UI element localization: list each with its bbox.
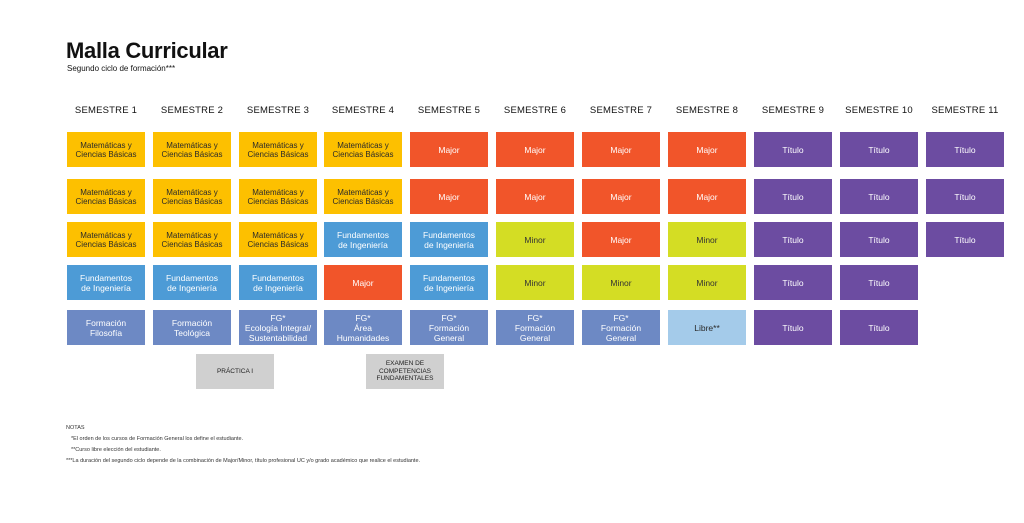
course-cell: Matemáticas y Ciencias Básicas <box>67 132 145 167</box>
notes-header: NOTAS <box>66 425 85 431</box>
course-cell: Major <box>410 132 488 167</box>
course-cell: Major <box>582 179 660 214</box>
course-cell: FG* Formación General <box>410 310 488 345</box>
semester-header-5: SEMESTRE 5 <box>417 105 481 116</box>
course-cell: Título <box>926 132 1004 167</box>
page-title: Malla Curricular <box>66 38 228 63</box>
course-cell: Major <box>582 132 660 167</box>
course-cell: Título <box>754 265 832 300</box>
course-cell: Major <box>410 179 488 214</box>
course-cell: Major <box>582 222 660 257</box>
notes: NOTAS *El orden de los cursos de Formaci… <box>66 423 420 467</box>
course-cell: Título <box>754 179 832 214</box>
course-cell: Minor <box>668 222 746 257</box>
course-cell: Minor <box>582 265 660 300</box>
course-cell: Matemáticas y Ciencias Básicas <box>239 179 317 214</box>
note-1: *El orden de los cursos de Formación Gen… <box>71 436 244 442</box>
semester-header-8: SEMESTRE 8 <box>675 105 739 116</box>
course-cell: Minor <box>496 265 574 300</box>
course-cell: Título <box>754 310 832 345</box>
course-cell: Matemáticas y Ciencias Básicas <box>67 179 145 214</box>
course-cell: Título <box>840 132 918 167</box>
course-cell: Libre** <box>668 310 746 345</box>
course-cell: FG* Área Humanidades <box>324 310 402 345</box>
semester-header-10: SEMESTRE 10 <box>845 105 913 116</box>
course-cell: Matemáticas y Ciencias Básicas <box>153 222 231 257</box>
course-cell: Título <box>754 132 832 167</box>
course-cell: Fundamentos de Ingeniería <box>324 222 402 257</box>
course-cell: FG* Formación General <box>496 310 574 345</box>
course-cell: Formación Filosofía <box>67 310 145 345</box>
course-cell: Matemáticas y Ciencias Básicas <box>67 222 145 257</box>
semester-header-3: SEMESTRE 3 <box>246 105 310 116</box>
course-cell: Formación Teológica <box>153 310 231 345</box>
course-cell: Fundamentos de Ingeniería <box>410 265 488 300</box>
page-subtitle: Segundo ciclo de formación*** <box>67 64 176 73</box>
note-2: **Curso libre elección del estudiante. <box>71 447 161 453</box>
course-cell: Major <box>496 179 574 214</box>
course-cell: Título <box>926 179 1004 214</box>
course-cell: FG* Formación General <box>582 310 660 345</box>
semester-header-6: SEMESTRE 6 <box>503 105 567 116</box>
course-cell: Major <box>668 132 746 167</box>
course-cell: Minor <box>668 265 746 300</box>
course-cell: Fundamentos de Ingeniería <box>67 265 145 300</box>
note-3: ***La duración del segundo ciclo depende… <box>66 458 421 464</box>
course-cell: Major <box>668 179 746 214</box>
semester-header-2: SEMESTRE 2 <box>160 105 224 116</box>
course-cell: Matemáticas y Ciencias Básicas <box>239 132 317 167</box>
practica-box: PRÁCTICA I <box>196 354 274 389</box>
course-cell: Minor <box>496 222 574 257</box>
course-cell: Título <box>840 310 918 345</box>
course-cell: Título <box>754 222 832 257</box>
semester-header-1: SEMESTRE 1 <box>74 105 138 116</box>
course-cell: Matemáticas y Ciencias Básicas <box>324 179 402 214</box>
course-cell: Matemáticas y Ciencias Básicas <box>153 132 231 167</box>
semester-header-9: SEMESTRE 9 <box>761 105 825 116</box>
course-cell: FG* Ecología Integral/ Sustentabilidad <box>239 310 317 345</box>
course-cell: Major <box>496 132 574 167</box>
course-cell: Matemáticas y Ciencias Básicas <box>153 179 231 214</box>
course-cell: Fundamentos de Ingeniería <box>410 222 488 257</box>
course-cell: Major <box>324 265 402 300</box>
course-cell: Fundamentos de Ingeniería <box>239 265 317 300</box>
course-cell: Título <box>840 222 918 257</box>
course-cell: Título <box>926 222 1004 257</box>
semester-header-4: SEMESTRE 4 <box>331 105 395 116</box>
semester-header-11: SEMESTRE 11 <box>931 105 999 116</box>
course-cell: Título <box>840 265 918 300</box>
course-cell: Título <box>840 179 918 214</box>
course-cell: Fundamentos de Ingeniería <box>153 265 231 300</box>
course-cell: Matemáticas y Ciencias Básicas <box>324 132 402 167</box>
examen-box: EXAMEN DE COMPETENCIAS FUNDAMENTALES <box>366 354 444 389</box>
course-cell: Matemáticas y Ciencias Básicas <box>239 222 317 257</box>
semester-header-7: SEMESTRE 7 <box>589 105 653 116</box>
